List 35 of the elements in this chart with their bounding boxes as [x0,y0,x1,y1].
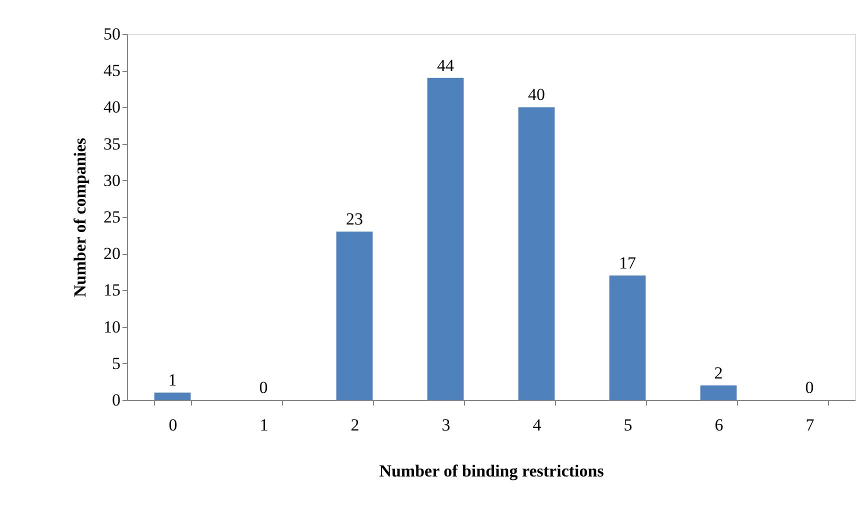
data-label: 44 [437,56,454,75]
y-tick-label: 15 [104,280,120,300]
x-tick-label: 0 [168,416,178,434]
y-tick-label: 25 [104,208,120,226]
x-axis-title: Number of binding restrictions [379,462,604,480]
bar [518,107,555,400]
y-axis-title: Number of companies [70,137,90,298]
data-label: 0 [259,378,268,397]
bar [154,392,191,400]
y-tick-label: 40 [104,98,120,117]
x-tick-label: 3 [442,416,450,434]
y-tick-label: 30 [104,170,120,190]
x-tick-label: 2 [350,416,360,434]
data-label: 40 [528,85,545,104]
x-tick-label: 6 [714,416,724,434]
y-tick-label: 50 [104,24,120,44]
y-tick-label: 45 [104,61,120,80]
bar [700,385,737,400]
y-tick-label: 20 [104,244,120,264]
y-tick-label: 0 [112,390,120,410]
bar [427,78,464,400]
bar [336,232,373,400]
x-tick-label: 4 [532,416,542,434]
y-tick-label: 35 [104,134,120,154]
data-label: 1 [168,370,177,390]
data-label: 23 [346,210,363,229]
y-tick-label: 5 [112,354,120,373]
x-tick-label: 1 [260,416,268,434]
data-label: 17 [619,254,636,273]
y-tick-label: 10 [104,317,120,336]
x-tick-label: 7 [806,416,815,434]
bar [609,276,646,400]
data-label: 0 [805,378,814,397]
x-tick-label: 5 [624,416,632,434]
data-label: 2 [714,363,723,382]
